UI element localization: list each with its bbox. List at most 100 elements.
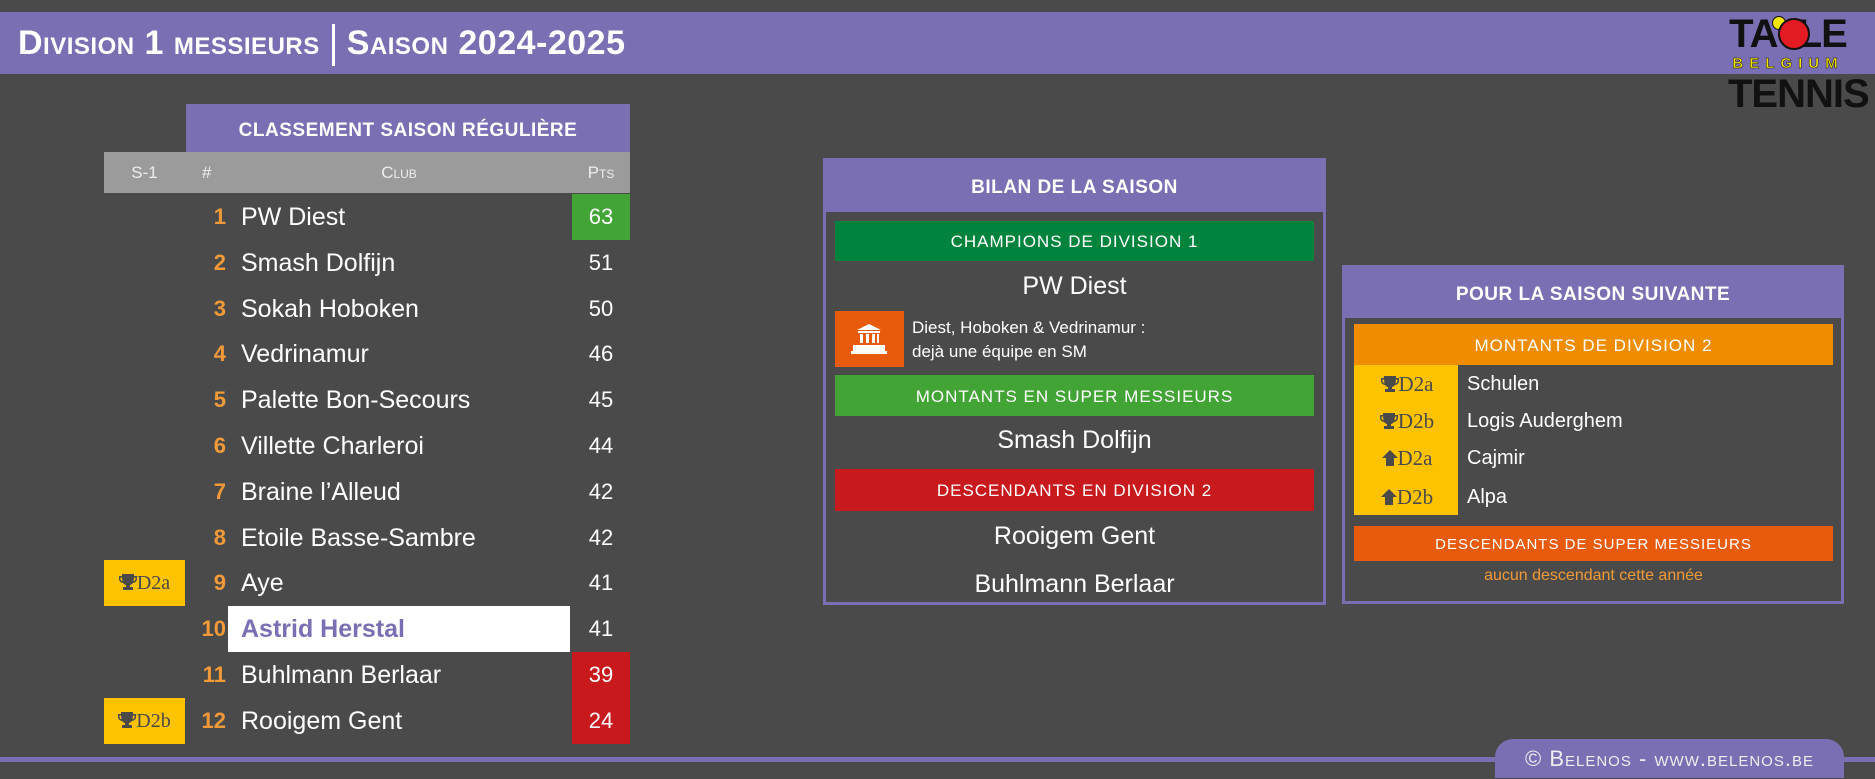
d2-tag: D2b (1360, 409, 1454, 434)
trophy-icon (118, 711, 137, 728)
rank: 11 (202, 662, 226, 687)
club-name: Rooigem Gent (241, 706, 403, 735)
sm-note-line1: Diest, Hoboken & Vedrinamur : (912, 318, 1146, 337)
promoted-club: Smash Dolfijn (997, 426, 1152, 454)
club-name: Smash Dolfijn (241, 248, 396, 277)
club-name: Buhlmann Berlaar (241, 661, 442, 689)
rank: 3 (213, 295, 226, 321)
building-icon (835, 311, 904, 367)
promoted-club-name: Alpa (1467, 486, 1508, 508)
promoted-club-name: Schulen (1467, 373, 1540, 395)
relegated-club: Buhlmann Berlaar (974, 570, 1175, 598)
points: 42 (588, 478, 614, 504)
sm-note-line2: dejà une équipe en SM (912, 342, 1087, 361)
points: 50 (588, 295, 614, 321)
table-row: 3 Sokah Hoboken 50 (104, 286, 630, 332)
table-row: 11 Buhlmann Berlaar 39 (104, 652, 630, 698)
title-bar (0, 12, 1875, 74)
champion-name: PW Diest (1022, 272, 1127, 300)
rank: 2 (213, 249, 226, 275)
footer-credit: © Belenos - www.belenos.be (1495, 739, 1844, 778)
points: 42 (588, 524, 614, 550)
col-club: Club (381, 163, 417, 182)
promoted-label: MONTANTS EN SUPER MESSIEURS (835, 375, 1314, 416)
club-name: Aye (241, 569, 284, 598)
table-row: 2 Smash Dolfijn 51 (104, 240, 630, 286)
arrow-up-icon (1381, 450, 1398, 466)
table-row: 10 Astrid Herstal 41 (104, 606, 630, 653)
next-season-title: POUR LA SAISON SUIVANTE (1345, 268, 1841, 318)
prev-season-badge: D2b (104, 697, 185, 744)
table-row: 6 Villette Charleroi 44 (104, 423, 630, 469)
relegated-label: DESCENDANTS EN DIVISION 2 (835, 469, 1314, 511)
d2-tag: D2a (1360, 372, 1454, 397)
trophy-icon (1379, 413, 1398, 429)
division-title: Division 1 messieurs (18, 24, 320, 62)
club-name: Villette Charleroi (241, 432, 424, 460)
season-title: Saison 2024-2025 (346, 24, 626, 62)
points: 44 (588, 433, 614, 458)
table-row: 4 Vedrinamur 46 (104, 331, 630, 377)
col-prev: S-1 (131, 163, 158, 182)
rank: 12 (201, 707, 226, 733)
season-summary-title: BILAN DE LA SAISON (826, 161, 1323, 212)
points: 39 (572, 652, 630, 698)
table-row: 5 Palette Bon-Secours 45 (104, 377, 630, 423)
rank: 8 (213, 524, 226, 550)
prev-season-badge: D2a (104, 560, 185, 607)
rank: 1 (213, 204, 226, 229)
rank: 6 (213, 433, 226, 458)
next-season-panel: POUR LA SAISON SUIVANTE (1342, 265, 1844, 604)
d2-tags-block (1354, 365, 1458, 515)
club-name: Vedrinamur (241, 340, 369, 369)
club-name: Braine l’Alleud (241, 477, 401, 506)
trophy-icon (118, 574, 137, 591)
d2-tag: D2b (1360, 485, 1454, 510)
club-name: Astrid Herstal (228, 606, 570, 653)
promoted-club-name: Logis Auderghem (1467, 410, 1623, 432)
points: 41 (588, 616, 614, 642)
table-row: 8 Etoile Basse-Sambre 42 (104, 515, 630, 561)
d2-tag: D2a (1360, 446, 1454, 471)
champions-label: CHAMPIONS DE DIVISION 1 (835, 221, 1314, 261)
points: 41 (588, 570, 614, 596)
rank: 4 (213, 341, 226, 367)
table-tennis-belgium-logo: TA LE BELGIUM TENNIS (1728, 12, 1870, 116)
col-rank: # (202, 163, 212, 182)
arrow-up-icon (1380, 489, 1397, 505)
points: 24 (572, 697, 630, 744)
rank: 7 (213, 478, 226, 504)
club-name: Palette Bon-Secours (241, 386, 471, 415)
d2-tag-text: D2a (1398, 372, 1434, 396)
standings-column-header: S-1 # Club Pts (104, 152, 630, 193)
points: 45 (588, 387, 614, 413)
d2-tag-text: D2b (1396, 485, 1434, 509)
club-name: Sokah Hoboken (241, 294, 419, 323)
club-name: PW Diest (241, 203, 346, 231)
points: 51 (588, 249, 614, 275)
d2-tag-text: D2b (1397, 409, 1435, 433)
standings-title: CLASSEMENT SAISON RÉGULIÈRE (186, 104, 630, 152)
d2-tag-text: D2a (1397, 446, 1433, 470)
prev-division: D2b (136, 709, 171, 732)
points: 63 (572, 194, 630, 240)
club-name: Etoile Basse-Sambre (241, 523, 476, 552)
trophy-icon (1380, 376, 1399, 392)
relegated-club: Rooigem Gent (993, 522, 1156, 550)
down-from-sm-label: DESCENDANTS DE SUPER MESSIEURS (1354, 526, 1833, 561)
bottom-divider (0, 757, 1875, 762)
points: 46 (588, 341, 614, 367)
table-row: 1 PW Diest 63 (104, 194, 630, 240)
col-pts: Pts (587, 163, 615, 182)
table-row: D2b 12 Rooigem Gent 24 (104, 697, 630, 744)
up-from-d2-label: MONTANTS DE DIVISION 2 (1354, 324, 1833, 365)
table-row: D2a 9 Aye 41 (104, 560, 630, 607)
season-summary-panel: BILAN DE LA SAISON (823, 158, 1326, 605)
page-title: Division 1 messieurs Saison 2024-2025 (18, 12, 625, 74)
rank: 10 (201, 616, 226, 642)
rank: 9 (213, 570, 226, 596)
promoted-club-name: Cajmir (1467, 447, 1525, 469)
prev-division: D2a (136, 572, 171, 595)
table-row: 7 Braine l’Alleud 42 (104, 469, 630, 515)
no-relegation-text: aucun descendant cette année (1484, 567, 1703, 584)
